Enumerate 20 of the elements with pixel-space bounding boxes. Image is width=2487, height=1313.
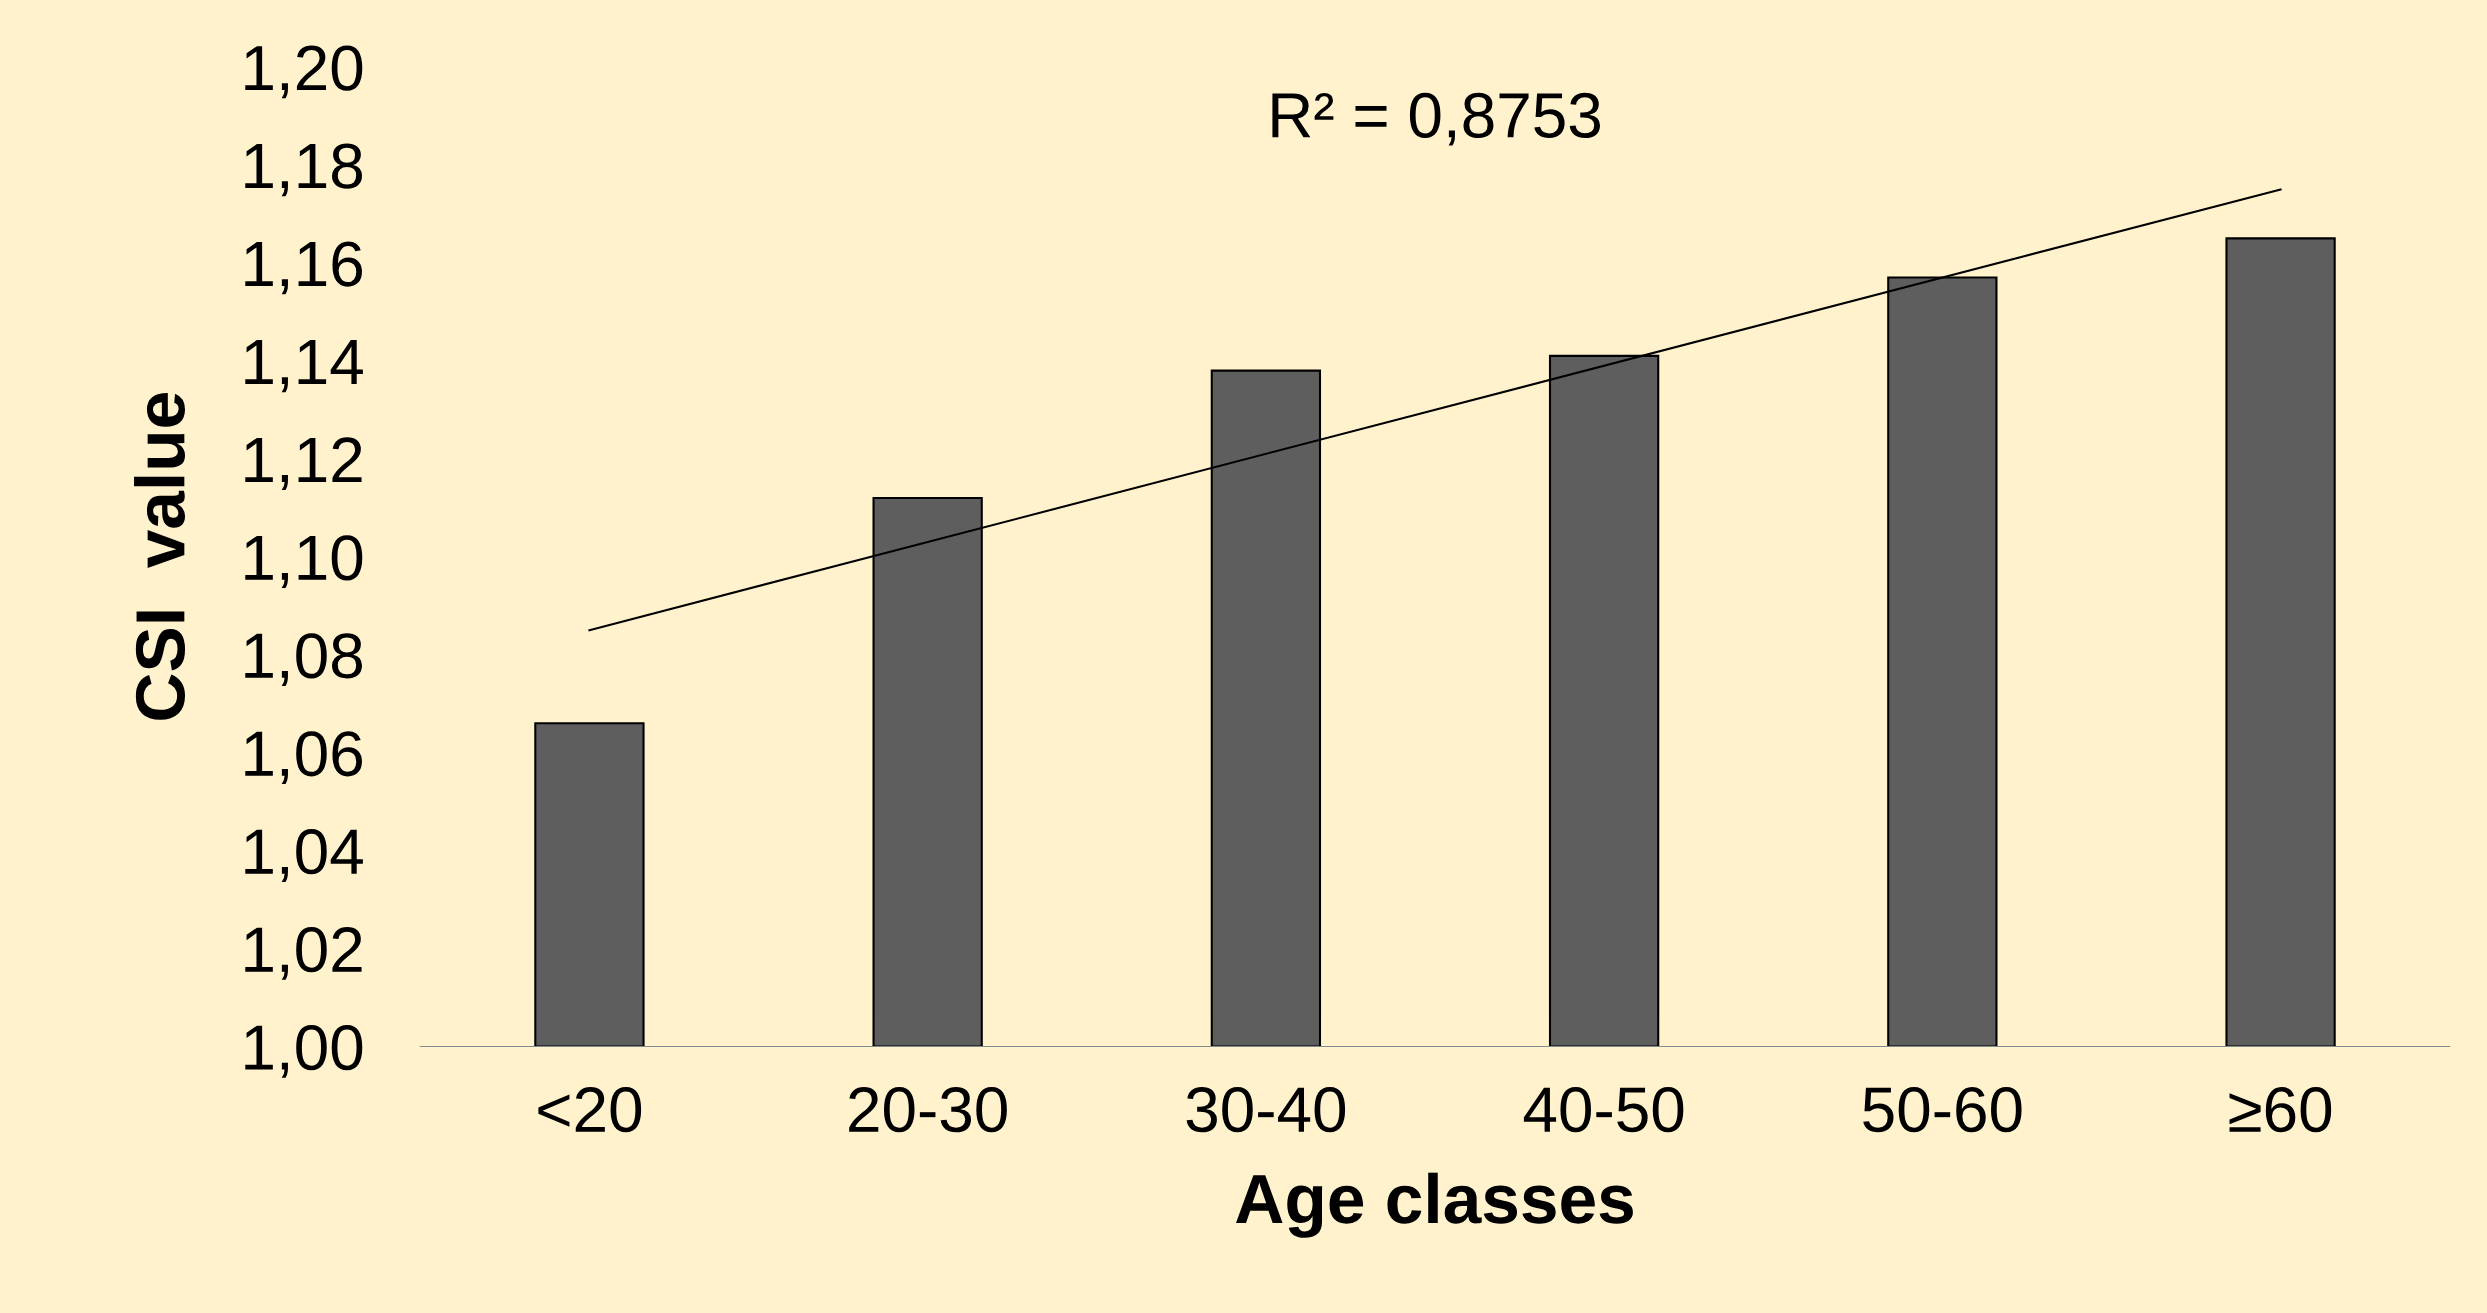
x-tick-label: <20 — [538, 1087, 642, 1133]
y-tick-label: 1,18 — [245, 143, 362, 197]
y-tick-label: 1,20 — [245, 45, 363, 99]
y-tick-label: 1,02 — [245, 927, 362, 980]
y-tick-label: 1,16 — [245, 241, 362, 295]
y-tick-label: 1,14 — [245, 340, 363, 393]
annotation: R² = 0,8753 — [1272, 92, 1601, 146]
y-tick-label: 1,06 — [245, 731, 362, 784]
x-tick-label: 50-60 — [1863, 1087, 2022, 1133]
x-tick-label: 20-30 — [849, 1087, 1007, 1133]
x-tick-label: 30-40 — [1186, 1087, 1346, 1133]
x-axis-title: Age classes — [1235, 1172, 1633, 1238]
y-tick-label: 1,10 — [245, 535, 363, 589]
y-tick-label: 1,00 — [245, 1025, 363, 1078]
x-tick-label: 40-50 — [1523, 1087, 1684, 1133]
x-tick-label: ≥60 — [2229, 1087, 2332, 1133]
y-tick-label: 1,12 — [245, 437, 362, 491]
y-tick-label: 1,08 — [245, 633, 362, 686]
y-axis-title: CSI value — [134, 393, 186, 720]
y-tick-label: 1,04 — [245, 829, 363, 882]
